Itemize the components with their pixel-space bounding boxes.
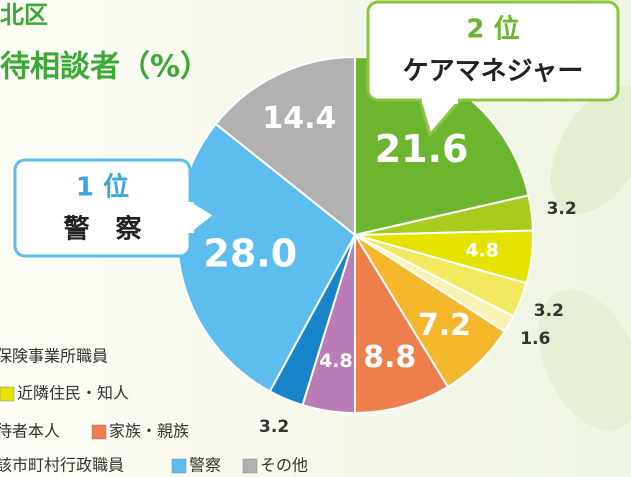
callout-pointer <box>189 198 217 237</box>
pie-slice <box>354 231 450 415</box>
leaf <box>538 289 631 431</box>
legend-label: 待者本人 <box>0 422 60 441</box>
pie-slice <box>176 122 357 393</box>
value-label: 3.2 <box>534 301 564 321</box>
value-label: 4.8 <box>319 350 353 372</box>
legend-label: 保険事業所職員 <box>0 347 108 366</box>
pie: 21.6 3.2 4.8 3.2 1.6 7.28.8 4.8 3.2 28.0 14.4 <box>176 55 577 437</box>
value-label: 7.2 <box>418 308 471 343</box>
leaf <box>550 86 631 214</box>
legend-swatch <box>0 386 15 402</box>
value-label: 21.6 <box>375 127 469 171</box>
pie-slice <box>214 55 356 238</box>
value-label: 1.6 <box>520 329 550 349</box>
callout-pointer-cover <box>186 202 194 233</box>
legend-swatch <box>242 458 258 474</box>
callout-rank: 2 位 <box>466 14 519 45</box>
value-label: 4.8 <box>465 239 499 261</box>
callout-label: 警 察 <box>63 214 142 245</box>
legend-swatch <box>171 458 187 474</box>
legend-label: 家族・親族 <box>109 422 189 441</box>
value-label: 3.2 <box>259 417 289 437</box>
legend-label: 該市町村行政職員 <box>0 456 124 475</box>
legend-label: 近隣住民・知人 <box>17 384 129 403</box>
value-label: 14.4 <box>262 101 336 136</box>
chart-title: 北区 <box>0 1 48 29</box>
legend-swatch <box>91 424 107 440</box>
callout-pointer <box>418 99 462 137</box>
callout-label: ケアマネジャー <box>403 57 584 87</box>
callout-pointer-cover <box>422 96 458 104</box>
value-label: 28.0 <box>203 232 297 276</box>
value-label: 3.2 <box>547 199 577 219</box>
legend-label: 警察 <box>189 456 221 475</box>
chart-subtitle: 待相談者（%） <box>0 50 210 85</box>
callout-box <box>366 0 620 102</box>
callout-rank: 1 位 <box>76 172 129 203</box>
legend-label: その他 <box>260 456 308 475</box>
value-label: 8.8 <box>363 340 416 375</box>
